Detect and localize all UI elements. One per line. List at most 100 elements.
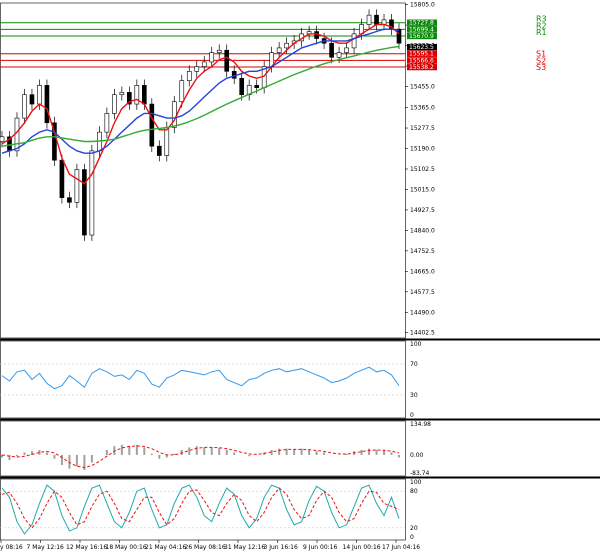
- macd-signal-line: [1, 445, 400, 469]
- candle-down: [149, 103, 155, 147]
- candle-up: [171, 101, 177, 128]
- candle-up: [119, 92, 125, 96]
- pane-frame-macd: [0, 420, 406, 477]
- level-badge-r2: [407, 26, 437, 33]
- candle-up: [134, 85, 140, 105]
- stoch-axis-label: 80: [410, 488, 418, 495]
- candle-up: [22, 94, 27, 119]
- candle-down: [44, 85, 50, 124]
- stoch-k-line: [1, 484, 400, 535]
- candle-up: [351, 33, 357, 49]
- current-price-text: 15623.5: [409, 44, 434, 51]
- rsi-axis-label: 0: [410, 412, 414, 419]
- y-tick-label: 15102.5: [410, 166, 435, 173]
- candle-up: [201, 61, 207, 67]
- stoch-axis-label: 20: [410, 525, 418, 532]
- candle-down: [254, 85, 260, 88]
- y-tick-label: 14490.0: [410, 309, 435, 316]
- moving-average-line-2: [1, 28, 400, 154]
- x-tick-label: 14 Jun 00:16: [343, 544, 381, 551]
- candle-up: [74, 169, 80, 203]
- pane-frame-rsi: [0, 340, 406, 419]
- level-badge-text: 15670.9: [409, 33, 434, 40]
- level-badge-r1: [407, 32, 437, 40]
- y-tick-label: 14927.5: [410, 207, 435, 214]
- x-tick-label: 17 Jun 04:16: [382, 544, 420, 551]
- candle-up: [366, 14, 372, 25]
- candle-up: [284, 42, 289, 49]
- x-tick-label: 31 May 12:16: [224, 544, 265, 551]
- y-tick-label: 15190.0: [410, 146, 435, 153]
- x-tick-label: 9 Jun 00:16: [303, 544, 337, 551]
- pane-frame-stoch: [0, 478, 406, 541]
- stoch-axis-label: 0: [410, 534, 414, 541]
- x-tick-label: y 08:16: [0, 544, 23, 551]
- level-badge-s2: [407, 57, 437, 64]
- candle-up: [37, 85, 42, 105]
- candle-down: [156, 145, 162, 156]
- pane-frame-main: [0, 2, 406, 339]
- level-badge-r3: [407, 19, 437, 26]
- candle-down: [329, 42, 334, 58]
- y-tick-label: 14665.0: [410, 268, 435, 275]
- candle-up: [344, 47, 349, 53]
- y-tick-label: 14402.5: [410, 330, 435, 337]
- level-badge-text: 15699.4: [409, 26, 434, 33]
- candle-up: [89, 150, 95, 236]
- candle-down: [374, 14, 379, 25]
- level-label-r2: R2: [536, 21, 547, 30]
- candle-up: [209, 52, 215, 63]
- y-tick-label: 15805.0: [410, 2, 435, 9]
- candle-up: [186, 71, 192, 81]
- candle-up: [276, 47, 282, 53]
- level-badge-text: 15566.6: [409, 57, 434, 64]
- level-label-r1: R1: [536, 28, 547, 37]
- x-tick-label: 7 May 12:16: [27, 544, 65, 551]
- x-tick-label: 21 May 04:16: [145, 544, 186, 551]
- y-tick-label: 15455.0: [410, 84, 435, 91]
- candle-down: [396, 28, 402, 44]
- candle-up: [104, 113, 110, 133]
- level-label-r3: R3: [536, 15, 547, 24]
- rsi-axis-label: 100: [410, 341, 422, 348]
- macd-axis-label: -83.74: [410, 470, 430, 477]
- current-price-badge: [407, 43, 437, 51]
- candle-up: [0, 136, 5, 142]
- y-tick-label: 15277.5: [410, 125, 435, 132]
- moving-average-line-3: [1, 45, 400, 147]
- moving-average-line-1: [1, 23, 400, 185]
- candle-down: [127, 92, 132, 105]
- x-tick-label: 12 May 16:16: [66, 544, 107, 551]
- y-tick-label: 14840.0: [410, 227, 435, 234]
- x-tick-label: 3 Jun 16:16: [264, 544, 298, 551]
- level-badge-s1: [407, 50, 437, 57]
- macd-axis-label: 134.98: [410, 421, 431, 428]
- level-label-s3: S3: [536, 63, 546, 72]
- stoch-axis-label: 100: [410, 479, 422, 486]
- level-label-s2: S2: [536, 56, 546, 65]
- x-tick-label: 26 May 08:16: [185, 544, 226, 551]
- candle-down: [59, 159, 65, 198]
- y-tick-label: 14752.5: [410, 248, 435, 255]
- level-label-s1: S1: [536, 50, 546, 59]
- stoch-d-line: [1, 487, 400, 529]
- candle-up: [14, 117, 20, 152]
- candle-down: [29, 94, 35, 105]
- candle-down: [141, 85, 147, 105]
- level-badge-text: 15595.1: [409, 51, 434, 58]
- rsi-axis-label: 30: [410, 392, 418, 399]
- y-tick-label: 14577.5: [410, 289, 435, 296]
- y-tick-label: 15365.0: [410, 105, 435, 112]
- candle-down: [224, 49, 230, 72]
- candle-up: [194, 66, 200, 72]
- level-badge-text: 15727.8: [409, 20, 434, 27]
- level-badge-s3: [407, 63, 437, 71]
- x-tick-label: 18 May 00:16: [106, 544, 147, 551]
- candle-up: [336, 52, 342, 58]
- candle-down: [239, 78, 245, 96]
- candle-down: [67, 197, 72, 203]
- candle-up: [216, 49, 222, 53]
- macd-axis-label: 0.00: [410, 452, 424, 459]
